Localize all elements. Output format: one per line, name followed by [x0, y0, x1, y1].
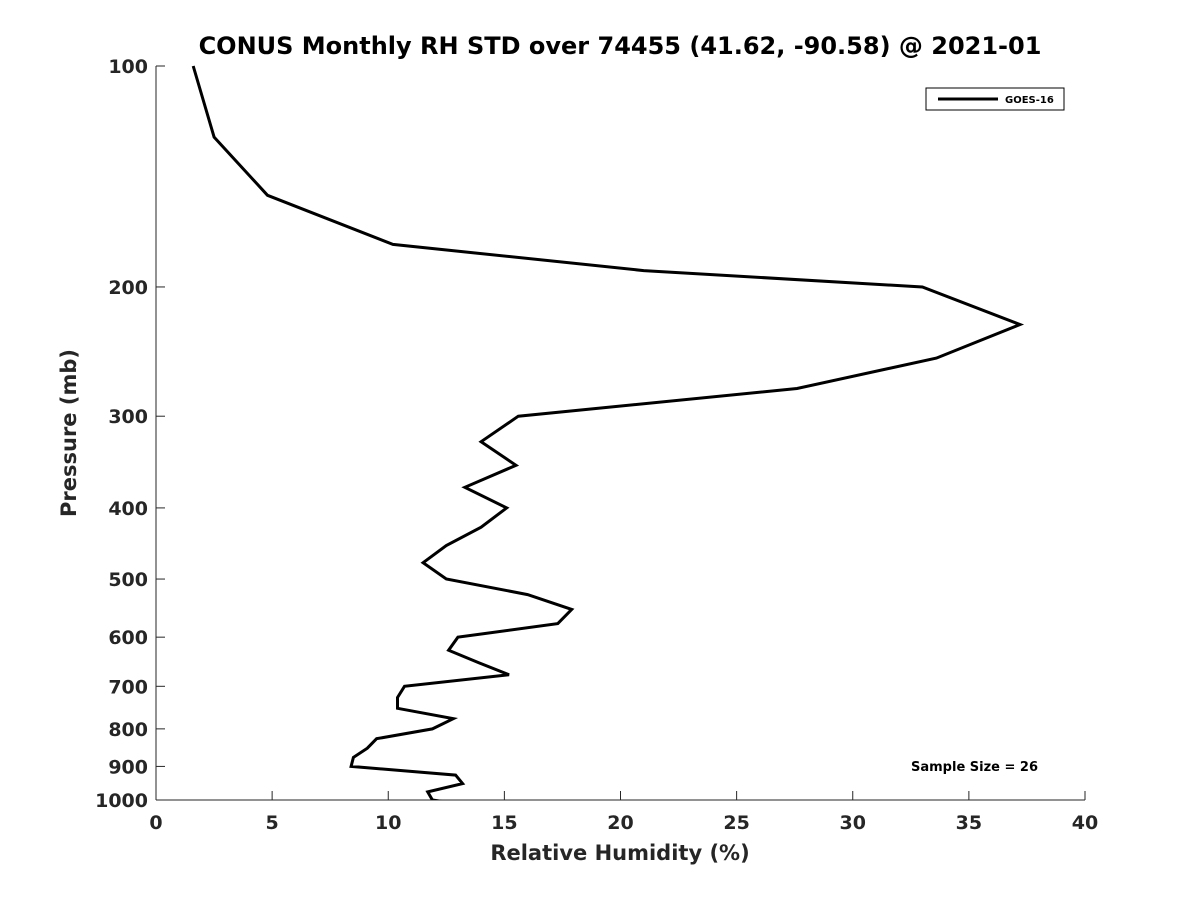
- legend-label: GOES-16: [1005, 95, 1054, 106]
- y-tick-label: 800: [108, 719, 148, 741]
- legend: GOES-16: [925, 87, 1065, 111]
- x-tick-label: 15: [491, 812, 517, 834]
- x-axis-label: Relative Humidity (%): [490, 841, 749, 865]
- y-ticks: 100 200 300 400 500 600 700 800 900 1000: [95, 56, 165, 812]
- y-tick-label: 400: [108, 498, 148, 520]
- x-tick-label: 5: [266, 812, 279, 834]
- series-group: [191, 65, 1025, 800]
- x-ticks: 0 5 10 15 20 25 30 35 40: [149, 791, 1098, 834]
- y-tick-label: 500: [108, 569, 148, 591]
- y-tick-label: 200: [108, 277, 148, 299]
- x-tick-label: 10: [375, 812, 401, 834]
- sample-size-annotation: Sample Size = 26: [911, 760, 1038, 775]
- x-tick-label: 0: [149, 812, 162, 834]
- x-tick-label: 35: [956, 812, 982, 834]
- y-tick-label: 1000: [95, 790, 148, 812]
- y-tick-label: 900: [108, 756, 148, 778]
- x-tick-label: 30: [840, 812, 866, 834]
- series-line-goes-16: [191, 65, 1025, 800]
- y-tick-label: 600: [108, 627, 148, 649]
- y-tick-label: 100: [108, 56, 148, 78]
- y-axis-label: Pressure (mb): [57, 349, 81, 517]
- y-tick-label: 700: [108, 676, 148, 698]
- x-tick-label: 20: [607, 812, 633, 834]
- y-tick-label: 300: [108, 406, 148, 428]
- x-tick-label: 25: [723, 812, 749, 834]
- x-tick-label: 40: [1072, 812, 1098, 834]
- chart-title: CONUS Monthly RH STD over 74455 (41.62, …: [199, 32, 1042, 60]
